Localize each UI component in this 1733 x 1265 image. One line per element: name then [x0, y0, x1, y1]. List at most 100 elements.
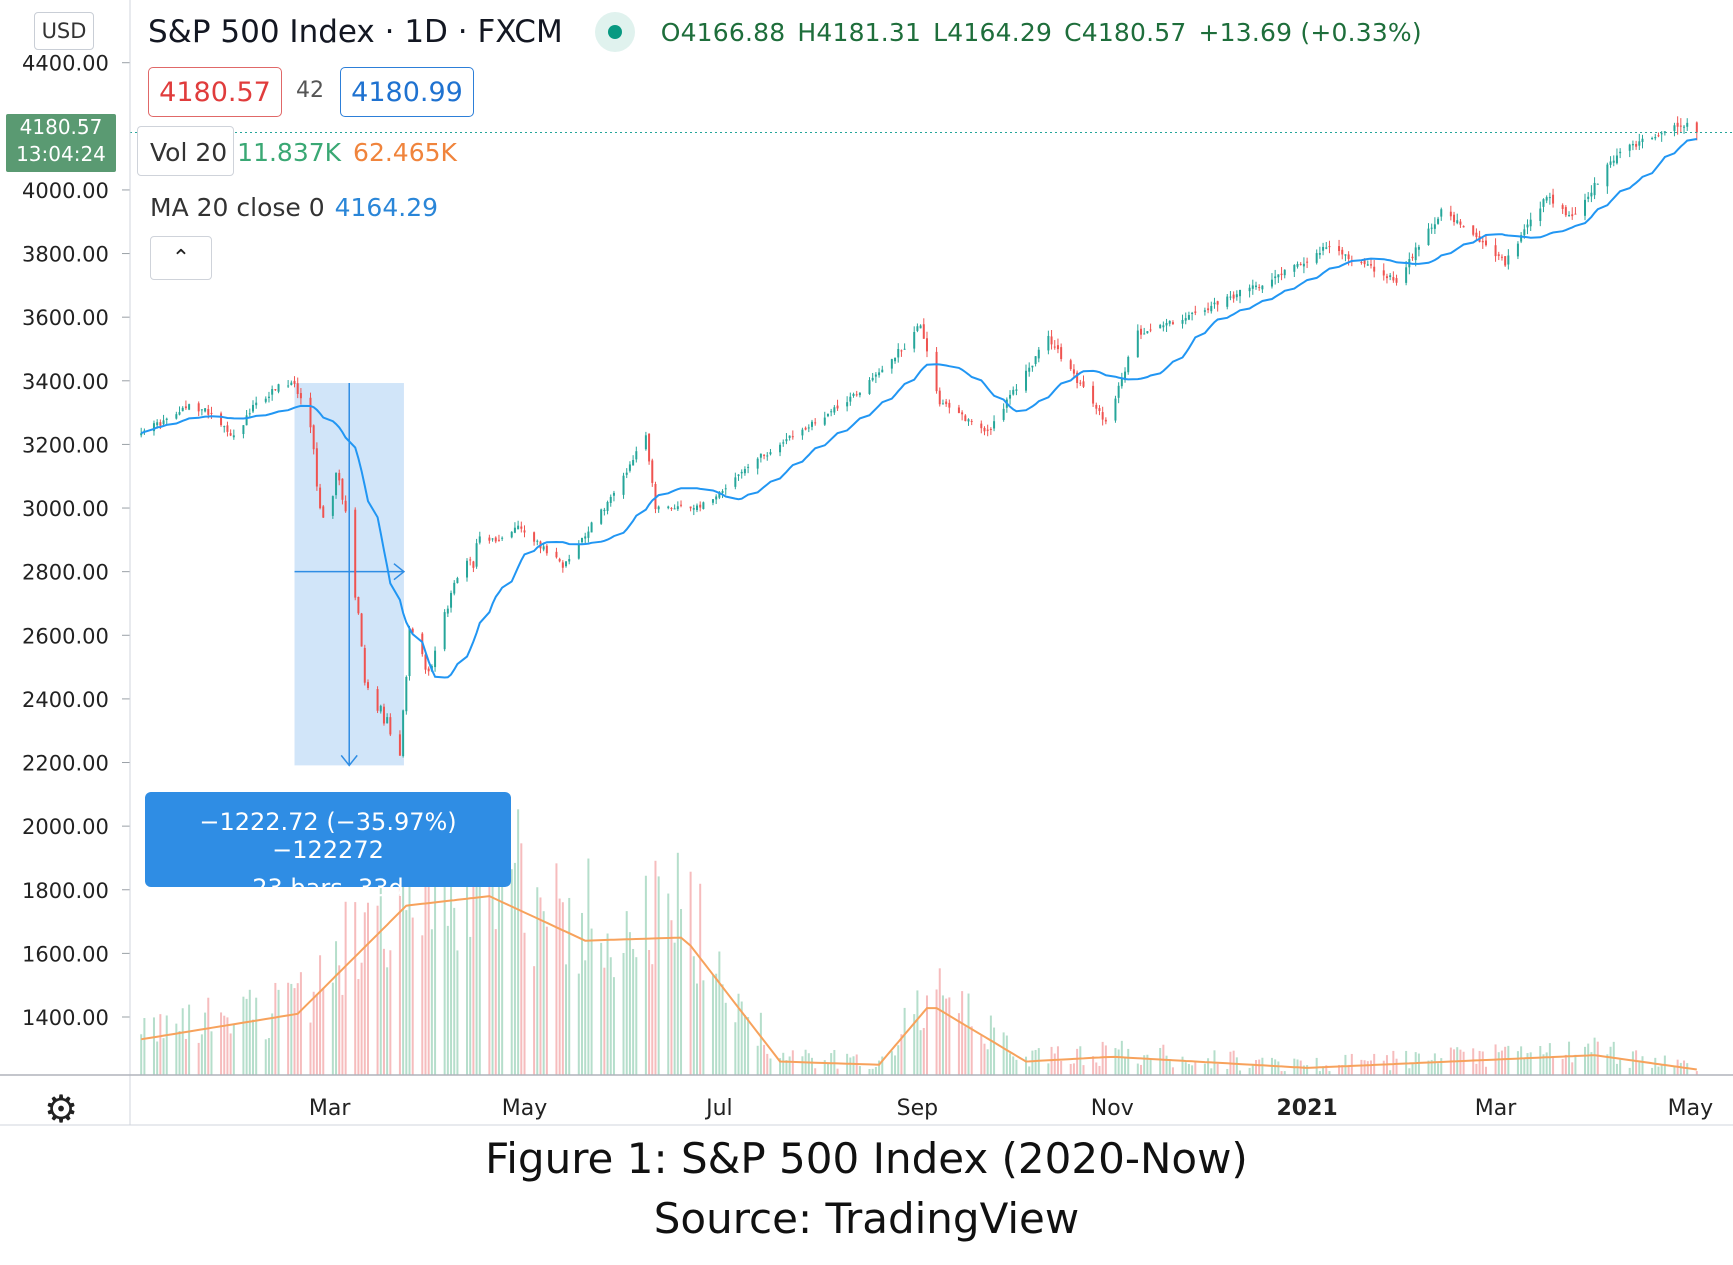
candle-body[interactable]: [897, 349, 900, 358]
candle-body[interactable]: [922, 324, 925, 339]
candle-body[interactable]: [1612, 160, 1615, 163]
candle-body[interactable]: [402, 710, 405, 757]
candle-body[interactable]: [379, 705, 382, 712]
candle-body[interactable]: [1104, 419, 1107, 422]
candle-body[interactable]: [1216, 301, 1219, 305]
candle-body[interactable]: [1456, 220, 1459, 224]
candle-body[interactable]: [1500, 256, 1503, 258]
candle-body[interactable]: [1660, 133, 1663, 135]
candle-body[interactable]: [1120, 378, 1123, 387]
candle-body[interactable]: [1395, 278, 1398, 283]
candle-body[interactable]: [581, 538, 584, 543]
candle-body[interactable]: [1270, 279, 1273, 287]
candle-body[interactable]: [555, 551, 558, 558]
candle-body[interactable]: [1545, 197, 1548, 201]
candle-body[interactable]: [1663, 131, 1666, 133]
candle-body[interactable]: [1053, 346, 1056, 348]
candle-body[interactable]: [913, 331, 916, 349]
candle-body[interactable]: [1325, 247, 1328, 249]
candle-body[interactable]: [184, 406, 187, 409]
candle-body[interactable]: [980, 423, 983, 429]
candle-body[interactable]: [766, 455, 769, 457]
candle-body[interactable]: [849, 396, 852, 402]
candle-body[interactable]: [181, 407, 184, 412]
candle-body[interactable]: [970, 420, 973, 422]
candle-body[interactable]: [520, 526, 523, 529]
candle-body[interactable]: [251, 404, 254, 412]
candle-body[interactable]: [1117, 385, 1120, 398]
candle-body[interactable]: [894, 357, 897, 362]
candle-body[interactable]: [1440, 209, 1443, 217]
candle-body[interactable]: [609, 496, 612, 503]
candle-body[interactable]: [1037, 349, 1040, 359]
candle-body[interactable]: [1028, 367, 1031, 372]
candle-body[interactable]: [1002, 408, 1005, 420]
candle-body[interactable]: [1679, 125, 1682, 127]
candle-body[interactable]: [1299, 264, 1302, 266]
candle-body[interactable]: [814, 422, 817, 424]
candle-body[interactable]: [271, 389, 274, 395]
candle-body[interactable]: [322, 506, 325, 518]
candle-body[interactable]: [680, 504, 683, 506]
ma-legend[interactable]: MA 20 close 0 4164.29: [150, 193, 438, 222]
candle-body[interactable]: [779, 444, 782, 453]
candle-body[interactable]: [1069, 360, 1072, 370]
candle-body[interactable]: [1628, 144, 1631, 151]
candle-body[interactable]: [1076, 372, 1079, 384]
candle-body[interactable]: [561, 562, 564, 568]
candle-body[interactable]: [517, 525, 520, 530]
candle-body[interactable]: [1574, 213, 1577, 215]
candle-body[interactable]: [961, 412, 964, 415]
candle-body[interactable]: [565, 561, 568, 567]
candle-body[interactable]: [338, 472, 341, 481]
candle-body[interactable]: [673, 508, 676, 510]
candle-body[interactable]: [801, 429, 804, 436]
candle-body[interactable]: [724, 488, 727, 490]
candle-body[interactable]: [319, 487, 322, 509]
candle-body[interactable]: [836, 405, 839, 409]
candle-body[interactable]: [1254, 285, 1257, 288]
candle-body[interactable]: [715, 496, 718, 500]
candle-body[interactable]: [497, 539, 500, 541]
candle-body[interactable]: [434, 650, 437, 668]
candle-body[interactable]: [175, 414, 178, 419]
candle-body[interactable]: [1520, 235, 1523, 242]
candle-body[interactable]: [1539, 208, 1542, 221]
candle-body[interactable]: [1459, 221, 1462, 225]
candle-body[interactable]: [360, 613, 363, 647]
candle-body[interactable]: [1427, 228, 1430, 246]
candle-body[interactable]: [667, 506, 670, 509]
candle-body[interactable]: [267, 396, 270, 398]
candle-body[interactable]: [1593, 182, 1596, 196]
candle-body[interactable]: [1092, 385, 1095, 404]
candle-body[interactable]: [1641, 138, 1644, 143]
candle-body[interactable]: [1619, 151, 1622, 154]
candle-body[interactable]: [248, 413, 251, 415]
candle-body[interactable]: [1060, 347, 1063, 360]
candle-body[interactable]: [1136, 330, 1139, 358]
candle-body[interactable]: [628, 464, 631, 471]
candle-body[interactable]: [1683, 126, 1686, 128]
candle-body[interactable]: [207, 409, 210, 415]
candle-body[interactable]: [1140, 328, 1143, 335]
candle-body[interactable]: [178, 412, 181, 415]
candle-body[interactable]: [938, 390, 941, 405]
candle-body[interactable]: [472, 561, 475, 568]
candle-body[interactable]: [945, 401, 948, 405]
symbol-title[interactable]: S&P 500 Index · 1D · FXCM: [148, 14, 563, 50]
candle-body[interactable]: [1437, 218, 1440, 224]
collapse-legend-button[interactable]: ⌃: [150, 236, 212, 280]
candle-body[interactable]: [245, 415, 248, 426]
candle-body[interactable]: [1149, 329, 1152, 331]
candle-body[interactable]: [1235, 294, 1238, 298]
candle-body[interactable]: [331, 496, 334, 516]
candle-body[interactable]: [210, 412, 213, 414]
candle-body[interactable]: [759, 453, 762, 458]
candle-body[interactable]: [1417, 246, 1420, 250]
candle-body[interactable]: [293, 380, 296, 384]
candle-body[interactable]: [1203, 310, 1206, 312]
volume-legend[interactable]: Vol 20 11.837K 62.465K: [150, 138, 457, 167]
candle-body[interactable]: [711, 499, 714, 503]
candle-body[interactable]: [590, 522, 593, 533]
